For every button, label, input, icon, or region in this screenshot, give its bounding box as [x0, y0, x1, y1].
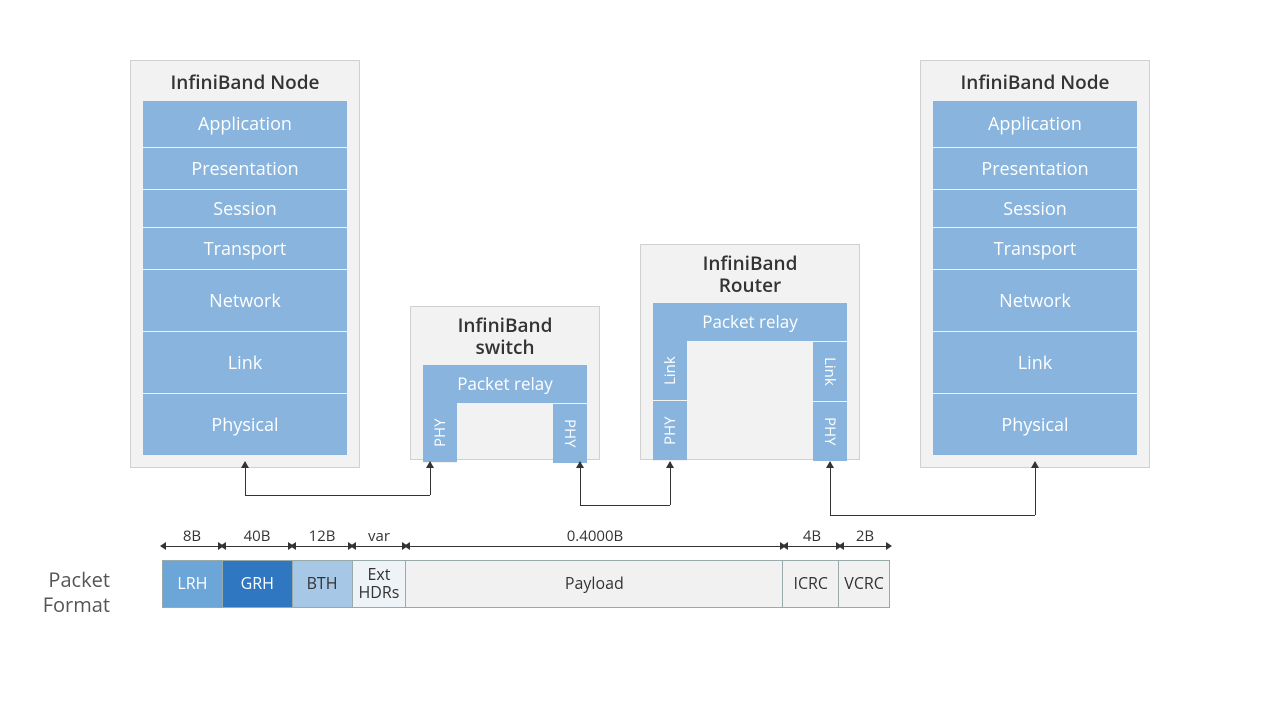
osi-layer-link: Link: [933, 331, 1137, 393]
osi-layer-network: Network: [143, 269, 347, 331]
packet-seg-ext: ExtHDRs: [353, 561, 407, 607]
osi-layer-presentation: Presentation: [933, 147, 1137, 189]
packet-dim-vcrc: 2B: [840, 536, 890, 556]
osi-layer-presentation: Presentation: [143, 147, 347, 189]
packet-dim-icrc: 4B: [784, 536, 840, 556]
osi-layer-physical: Physical: [933, 393, 1137, 455]
osi-layer-transport: Transport: [933, 227, 1137, 269]
packet-format-label: PacketFormat: [20, 567, 110, 617]
switch-box: InfiniBandswitch Packet relay PHY PHY: [410, 306, 600, 460]
osi-layer-application: Application: [933, 101, 1137, 147]
router-link-right: Link: [813, 341, 847, 401]
router-relay: Packet relay: [653, 303, 847, 341]
packet-dim-grh: 40B: [222, 536, 292, 556]
osi-layer-application: Application: [143, 101, 347, 147]
infiniband-diagram: InfiniBand Node ApplicationPresentationS…: [130, 60, 1150, 680]
osi-layer-transport: Transport: [143, 227, 347, 269]
switch-title: InfiniBandswitch: [423, 315, 587, 365]
packet-seg-pay: Payload: [406, 561, 783, 607]
packet-seg-lrh: LRH: [163, 561, 223, 607]
osi-layer-link: Link: [143, 331, 347, 393]
packet-format-label-text: PacketFormat: [43, 566, 110, 618]
router-title: InfiniBandRouter: [653, 253, 847, 303]
packet-seg-icrc: ICRC: [783, 561, 839, 607]
switch-phy-right: PHY: [553, 403, 587, 463]
osi-layer-physical: Physical: [143, 393, 347, 455]
router-box: InfiniBandRouter Packet relay Link PHY L…: [640, 244, 860, 460]
packet-seg-bth: BTH: [293, 561, 353, 607]
packet-bar: LRHGRHBTHExtHDRsPayloadICRCVCRC: [162, 560, 890, 608]
right-node-title: InfiniBand Node: [933, 69, 1137, 101]
router-title-text: InfiniBandRouter: [703, 250, 798, 298]
packet-dim-lrh: 8B: [162, 536, 222, 556]
packet-seg-vcrc: VCRC: [839, 561, 889, 607]
left-node-box: InfiniBand Node ApplicationPresentationS…: [130, 60, 360, 468]
packet-dim-ext: var: [352, 536, 406, 556]
switch-phy-left: PHY: [423, 403, 457, 463]
left-node-layers: ApplicationPresentationSessionTransportN…: [143, 101, 347, 455]
packet-dim-pay: 0.4000B: [406, 536, 784, 556]
router-link-left: Link: [653, 341, 687, 401]
osi-layer-network: Network: [933, 269, 1137, 331]
switch-title-text: InfiniBandswitch: [458, 312, 553, 360]
osi-layer-session: Session: [933, 189, 1137, 227]
osi-layer-session: Session: [143, 189, 347, 227]
router-phy-left: PHY: [653, 401, 687, 461]
packet-dim-bth: 12B: [292, 536, 352, 556]
right-node-layers: ApplicationPresentationSessionTransportN…: [933, 101, 1137, 455]
packet-dims: 8B40B12Bvar0.4000B4B2B: [162, 536, 890, 556]
switch-relay: Packet relay: [423, 365, 587, 403]
right-node-box: InfiniBand Node ApplicationPresentationS…: [920, 60, 1150, 468]
packet-seg-grh: GRH: [223, 561, 293, 607]
left-node-title: InfiniBand Node: [143, 69, 347, 101]
router-phy-right: PHY: [813, 401, 847, 461]
